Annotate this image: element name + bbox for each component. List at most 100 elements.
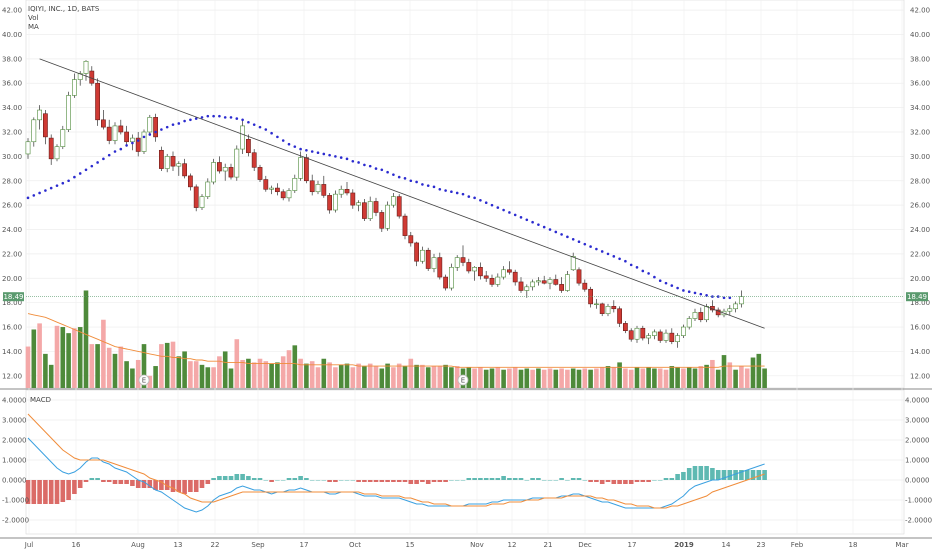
candle-body — [733, 303, 738, 310]
price-tick-right: 26.00 — [910, 202, 930, 210]
candle-body — [263, 179, 269, 190]
candle-body — [240, 125, 245, 150]
volume-bar — [327, 362, 332, 388]
time-tick-label: 16 — [72, 541, 81, 549]
macd-histogram-bar — [704, 466, 709, 480]
ma-dot — [287, 142, 291, 146]
ma-dot — [26, 196, 30, 200]
macd-histogram-bar — [315, 480, 321, 481]
candle-body — [54, 146, 60, 160]
volume-bar — [536, 368, 541, 388]
ma-dot — [310, 150, 314, 153]
ma-dot — [519, 216, 523, 219]
macd-histogram-bar — [495, 478, 501, 480]
volume-bar — [280, 356, 286, 388]
candle-body — [489, 277, 495, 285]
ma-dot — [131, 141, 134, 145]
candle-body — [83, 60, 89, 74]
volume-bar — [762, 368, 767, 388]
ma-dot — [571, 237, 575, 241]
time-tick-label: 17 — [628, 541, 637, 549]
volume-bar — [240, 359, 245, 388]
price-pane-border — [25, 0, 905, 389]
macd-legend: MACD — [30, 396, 51, 404]
volume-bar — [217, 356, 222, 388]
candle-body — [298, 157, 303, 179]
ma-dot — [490, 203, 494, 207]
macd-histogram-bar — [466, 478, 472, 480]
candle-body — [530, 281, 535, 288]
price-tick-right: 32.00 — [910, 129, 930, 137]
candle-body — [31, 119, 37, 143]
ma-dot — [479, 198, 482, 202]
ma-legend: MA — [28, 23, 39, 31]
macd-histogram-bar — [193, 480, 199, 492]
earnings-marker — [138, 374, 150, 386]
macd-histogram-bar — [321, 480, 327, 481]
macd-histogram-bar — [147, 480, 153, 488]
volume-bar — [518, 369, 524, 388]
macd-histogram-bar — [501, 476, 506, 480]
ma-dot — [183, 119, 186, 123]
ma-dot — [612, 255, 616, 258]
price-tick-left: 38.00 — [2, 55, 22, 63]
volume-bar — [454, 366, 460, 388]
volume-bar — [159, 344, 164, 388]
candle-body — [25, 141, 31, 155]
volume-bar — [582, 368, 588, 388]
volume-bar — [199, 364, 205, 388]
candle-body — [350, 192, 356, 206]
candle-body — [408, 235, 414, 244]
ma-dot — [473, 196, 476, 200]
volume-bar — [246, 358, 251, 388]
volume-bar — [25, 346, 31, 388]
ma-dot — [107, 153, 111, 157]
candle-body — [541, 280, 547, 284]
volume-bar — [373, 366, 379, 388]
volume-bar — [449, 367, 454, 388]
volume-bar — [530, 369, 535, 388]
volume-bar — [443, 364, 448, 388]
volume-bar — [396, 363, 402, 388]
volume-bar — [286, 350, 292, 388]
volume-bar — [431, 366, 437, 388]
candle-body — [402, 215, 408, 236]
candle-body — [698, 312, 704, 321]
volume-bar — [275, 362, 280, 388]
candle-body — [48, 137, 54, 160]
volume-bar — [437, 366, 443, 388]
candle-body — [599, 303, 605, 314]
macd-histogram-bar — [60, 480, 66, 502]
macd-tick-left: -1.0000 — [2, 497, 29, 505]
candle-body — [524, 286, 530, 291]
macd-histogram-bar — [541, 480, 547, 481]
candle-body — [106, 126, 112, 141]
macd-tick-right: 3.0000 — [905, 417, 930, 425]
ma-dot — [455, 191, 459, 195]
time-tick-label: Oct — [349, 541, 361, 549]
ma-dot — [305, 148, 308, 152]
ma-dot — [653, 275, 656, 279]
price-tick-right: 22.00 — [910, 250, 930, 258]
macd-histogram-bar — [489, 478, 495, 480]
volume-bar — [628, 369, 634, 388]
candle-body — [361, 202, 367, 219]
price-tick-left: 28.00 — [2, 177, 22, 185]
volume-bar — [130, 368, 135, 388]
candle-body — [715, 309, 721, 316]
volume-bar — [675, 367, 680, 388]
macd-histogram-bar — [628, 480, 634, 484]
candle-body — [257, 167, 263, 180]
ma-dot — [624, 259, 627, 263]
volume-bar — [298, 358, 303, 388]
ma-dot — [548, 228, 552, 231]
candle-body — [605, 306, 611, 314]
volume-bar — [95, 344, 100, 388]
candle-body — [251, 152, 257, 168]
ma-dot — [148, 133, 152, 136]
macd-histogram-bar — [159, 480, 164, 490]
volume-bar — [547, 368, 553, 388]
volume-bar — [739, 366, 744, 388]
volume-bar — [222, 351, 228, 388]
